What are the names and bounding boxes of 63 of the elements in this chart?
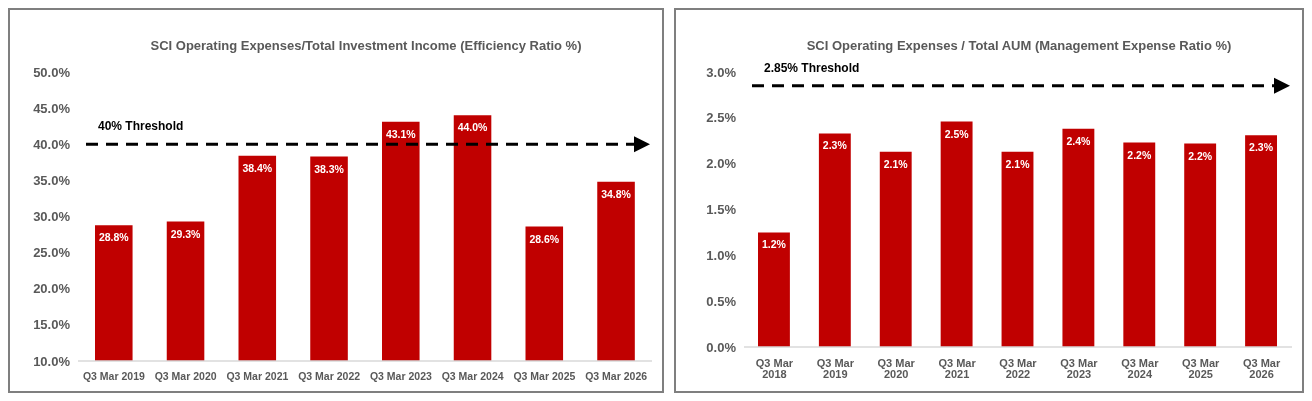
y-tick-label: 2.0%	[706, 156, 737, 172]
data-label: 44.0%	[457, 121, 489, 134]
x-tick-label: Q3 Mar 2022	[298, 370, 361, 383]
data-label: 2.1%	[1005, 157, 1031, 170]
data-label: 1.2%	[761, 238, 787, 251]
data-label: 2.4%	[1066, 134, 1092, 147]
bar	[940, 121, 973, 347]
x-tick-label: Q3 Mar 2024	[1121, 356, 1160, 380]
x-tick-label: Q3 Mar 2020	[877, 356, 916, 380]
y-tick-label: 1.5%	[706, 202, 737, 218]
y-tick-label: 25.0%	[33, 245, 71, 261]
x-tick-label: Q3 Mar 2020	[154, 370, 217, 383]
data-label: 29.3%	[170, 227, 202, 240]
data-label: 34.8%	[601, 187, 632, 200]
bar	[758, 232, 790, 347]
data-label: 28.8%	[98, 231, 130, 244]
y-tick-label: 30.0%	[33, 209, 71, 225]
x-tick-label: Q3 Mar 2025	[1182, 356, 1221, 380]
data-label: 38.3%	[314, 162, 345, 175]
x-tick-label: Q3 Mar 2025	[513, 370, 576, 383]
x-tick-label: Q3 Mar 2023	[1060, 356, 1099, 380]
y-tick-label: 10.0%	[33, 353, 71, 369]
y-tick-label: 0.0%	[706, 339, 737, 355]
x-tick-label: Q3 Mar 2019	[816, 356, 855, 380]
chart-title: SCI Operating Expenses / Total AUM (Management Expense Ratio %)	[805, 38, 1233, 53]
bar	[1184, 143, 1217, 347]
data-label: 2.3%	[822, 139, 848, 152]
x-tick-label: Q3 Mar 2023	[369, 370, 432, 383]
data-label: 43.1%	[385, 127, 417, 140]
data-label: 2.3%	[1249, 141, 1274, 154]
ref-line-label: 40% Threshold	[98, 119, 184, 134]
data-label: 2.1%	[883, 157, 909, 170]
y-tick-label: 20.0%	[33, 281, 71, 297]
x-tick-label: Q3 Mar 2018	[755, 356, 794, 380]
bar	[879, 151, 912, 347]
data-label: 2.2%	[1127, 148, 1152, 161]
bar	[1245, 135, 1277, 347]
data-label: 2.2%	[1188, 149, 1213, 162]
bar	[1062, 128, 1095, 347]
y-tick-label: 50.0%	[33, 64, 71, 80]
y-tick-label: 45.0%	[33, 100, 71, 116]
x-tick-label: Q3 Mar 2021	[226, 370, 289, 383]
chart-title: SCI Operating Expenses/Total Investment Income (Efficiency Ratio %)	[149, 38, 583, 53]
ref-line-label: 2.85% Threshold	[764, 60, 860, 75]
x-tick-label: Q3 Mar 2022	[999, 356, 1038, 380]
x-tick-label: Q3 Mar 2019	[82, 370, 145, 383]
y-tick-label: 3.0%	[706, 64, 737, 80]
y-tick-label: 1.0%	[706, 247, 737, 263]
x-tick-label: Q3 Mar 2026	[585, 370, 648, 383]
data-label: 28.6%	[529, 232, 560, 245]
bar	[1123, 142, 1156, 347]
y-tick-label: 15.0%	[33, 317, 71, 333]
data-label: 38.4%	[242, 161, 273, 174]
data-label: 2.5%	[944, 127, 970, 140]
bar	[818, 133, 851, 347]
bar	[1001, 151, 1034, 347]
y-tick-label: 40.0%	[33, 136, 71, 152]
x-tick-label: Q3 Mar 2026	[1242, 356, 1281, 380]
x-tick-label: Q3 Mar 2021	[938, 356, 977, 380]
x-tick-label: Q3 Mar 2024	[441, 370, 504, 383]
y-tick-label: 35.0%	[33, 172, 71, 188]
y-tick-label: 0.5%	[706, 293, 737, 309]
y-tick-label: 2.5%	[706, 110, 737, 126]
